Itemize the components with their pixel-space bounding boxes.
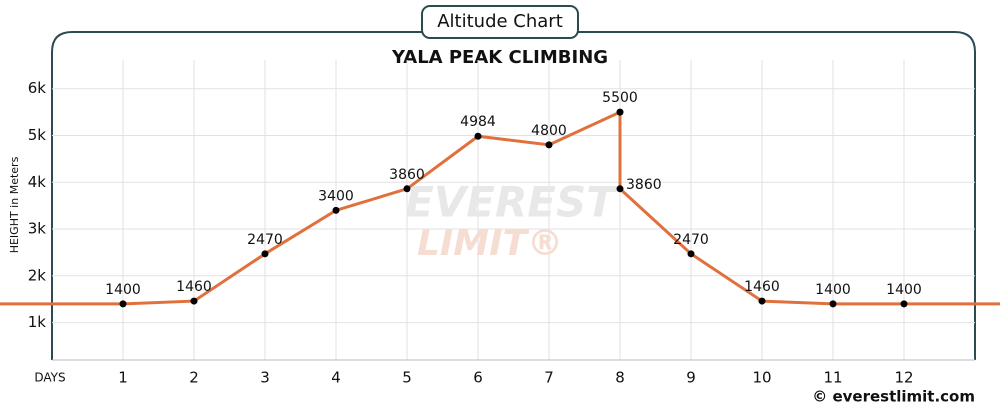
y-tick-label: 6k [28,79,47,97]
watermark: EVEREST [405,178,618,227]
y-axis-label: HEIGHT in Meters [8,156,21,253]
data-label: 5500 [602,90,638,106]
data-label: 1400 [886,282,922,298]
data-label: 3860 [626,177,662,193]
point [545,141,553,149]
data-label: 1460 [744,279,780,295]
x-tick-label: 1 [118,369,128,387]
y-tick-label: 5k [28,126,47,144]
point [261,250,269,258]
y-tick-label: 1k [28,313,47,331]
chart-title: YALA PEAK CLIMBING [391,47,608,68]
point [119,300,127,308]
point [829,300,837,308]
credit: © everestlimit.com [812,388,975,406]
point [332,206,340,214]
point [474,132,482,140]
badge-box [421,5,579,39]
data-label: 1400 [815,282,851,298]
point [687,250,695,258]
x-tick-label: 4 [331,369,341,387]
x-tick-label: 12 [894,369,913,387]
x-tick-label: 7 [544,369,554,387]
data-label: 3860 [389,167,425,183]
y-tick-label: 4k [28,173,47,191]
badge: Altitude Chart [437,11,563,32]
point [616,185,624,193]
x-tick-label: 11 [823,369,842,387]
point [758,297,766,305]
data-label: 4984 [460,114,496,130]
x-tick-label: 9 [686,369,696,387]
x-tick-label: 8 [615,369,625,387]
data-label: 1400 [105,282,141,298]
x-tick-label: 5 [402,369,412,387]
point [616,108,624,116]
x-axis-label: DAYS [34,371,65,385]
y-tick-label: 3k [28,220,47,238]
data-label: 2470 [673,232,709,248]
x-tick-label: 10 [752,369,771,387]
x-tick-label: 2 [189,369,199,387]
data-label: 4800 [531,123,567,139]
point [900,300,908,308]
point [403,185,411,193]
x-tick-label: 3 [260,369,270,387]
data-label: 3400 [318,188,354,204]
y-tick-label: 2k [28,266,47,284]
data-label: 2470 [247,232,283,248]
data-label: 1460 [176,279,212,295]
point [190,297,198,305]
watermark: LIMIT® [417,223,563,264]
x-tick-label: 6 [473,369,483,387]
